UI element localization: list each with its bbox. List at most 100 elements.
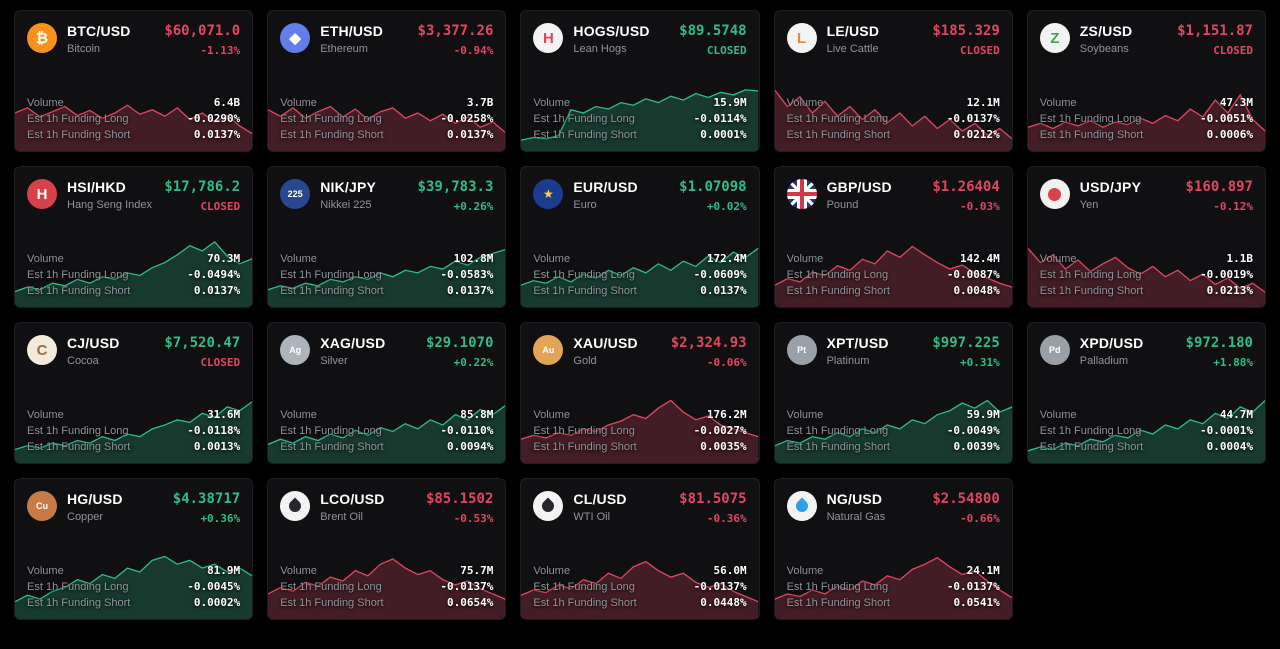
asset-names: CJ/USD Cocoa <box>67 335 154 367</box>
funding-long-label: Est 1h Funding Long <box>533 581 635 593</box>
funding-short-row: Est 1h Funding Short 0.0137% <box>533 283 746 299</box>
market-card-xpt-usd[interactable]: Pt XPT/USD Platinum $997.225 +0.31% Volu… <box>773 322 1013 464</box>
funding-long-label: Est 1h Funding Long <box>280 113 382 125</box>
volume-value: 15.9M <box>713 96 747 109</box>
funding-long-row: Est 1h Funding Long -0.0258% <box>280 111 493 127</box>
sparkline-chart <box>774 543 1012 619</box>
asset-names: GBP/USD Pound <box>827 179 923 211</box>
funding-long-row: Est 1h Funding Long -0.0494% <box>27 267 240 283</box>
funding-long-row: Est 1h Funding Long -0.0027% <box>533 423 746 439</box>
sparkline-chart <box>1027 231 1265 307</box>
funding-short-value: 0.0004% <box>1206 440 1253 453</box>
market-card-nik-jpy[interactable]: 225 NIK/JPY Nikkei 225 $39,783.3 +0.26% … <box>267 166 507 308</box>
pricing: $2,324.93 -0.06% <box>671 335 747 369</box>
market-card-hogs-usd[interactable]: H HOGS/USD Lean Hogs $89.5748 CLOSED Vol… <box>520 10 760 152</box>
funding-long-row: Est 1h Funding Long -0.0051% <box>1040 111 1253 127</box>
pricing: $160.897 -0.12% <box>1186 179 1253 213</box>
natural-gas-icon <box>786 491 817 521</box>
market-card-usd-jpy[interactable]: USD/JPY Yen $160.897 -0.12% Volume 1.1B … <box>1026 166 1266 308</box>
card-header: Pt XPT/USD Platinum $997.225 +0.31% <box>775 323 1012 369</box>
asset-names: NIK/JPY Nikkei 225 <box>320 179 407 211</box>
pair-symbol: HSI/HKD <box>67 179 126 195</box>
card-stats: Volume 3.7B Est 1h Funding Long -0.0258%… <box>280 95 493 143</box>
funding-long-value: -0.0118% <box>187 424 241 437</box>
market-card-cl-usd[interactable]: CL/USD WTI Oil $81.5075 -0.36% Volume 56… <box>520 478 760 620</box>
pair-change: CLOSED <box>200 200 241 213</box>
funding-short-label: Est 1h Funding Short <box>1039 285 1144 297</box>
funding-short-label: Est 1h Funding Short <box>786 597 890 609</box>
card-header: GBP/USD Pound $1.26404 -0.03% <box>775 167 1012 213</box>
funding-long-row: Est 1h Funding Long -0.0137% <box>787 111 1000 127</box>
asset-names: EUR/USD Euro <box>573 179 669 211</box>
market-card-zs-usd[interactable]: Z ZS/USD Soybeans $1,151.87 CLOSED Volum… <box>1026 10 1266 152</box>
card-stats: Volume 1.1B Est 1h Funding Long -0.0019%… <box>1040 251 1253 299</box>
card-header: ◆ ETH/USD Ethereum $3,377.26 -0.94% <box>268 11 505 57</box>
market-card-btc-usd[interactable]: ₿ BTC/USD Bitcoin $60,071.0 -1.13% Volum… <box>14 10 254 152</box>
market-card-hg-usd[interactable]: Cu HG/USD Copper $4.38717 +0.36% Volume … <box>14 478 254 620</box>
market-card-hsi-hkd[interactable]: H HSI/HKD Hang Seng Index $17,786.2 CLOS… <box>14 166 254 308</box>
pair-change: +0.31% <box>960 356 1000 369</box>
card-header: Ag XAG/USD Silver $29.1070 +0.22% <box>268 323 505 369</box>
eu-flag-icon <box>533 179 564 209</box>
funding-short-label: Est 1h Funding Short <box>27 285 131 297</box>
pair-change: +0.36% <box>200 512 241 525</box>
card-stats: Volume 12.1M Est 1h Funding Long -0.0137… <box>787 95 1000 143</box>
market-card-xpd-usd[interactable]: Pd XPD/USD Palladium $972.180 +1.88% Vol… <box>1026 322 1266 464</box>
pricing: $29.1070 +0.22% <box>426 335 493 369</box>
volume-row: Volume 44.7M <box>1040 407 1253 423</box>
funding-long-value: -0.0045% <box>187 580 241 593</box>
funding-short-label: Est 1h Funding Short <box>533 129 637 141</box>
volume-value: 142.4M <box>960 252 1000 265</box>
card-stats: Volume 81.9M Est 1h Funding Long -0.0045… <box>27 563 240 611</box>
card-header: 225 NIK/JPY Nikkei 225 $39,783.3 +0.26% <box>268 167 505 213</box>
pricing: $85.1502 -0.53% <box>426 491 493 525</box>
sparkline-chart <box>521 543 759 619</box>
pricing: $3,377.26 -0.94% <box>418 23 494 57</box>
market-card-lco-usd[interactable]: LCO/USD Brent Oil $85.1502 -0.53% Volume… <box>267 478 507 620</box>
volume-label: Volume <box>27 253 64 265</box>
funding-short-row: Est 1h Funding Short 0.0004% <box>1040 439 1253 455</box>
volume-value: 31.6M <box>207 408 241 421</box>
asset-name: Brent Oil <box>320 511 363 523</box>
pair-change: CLOSED <box>960 44 1000 57</box>
card-header: Z ZS/USD Soybeans $1,151.87 CLOSED <box>1028 11 1265 57</box>
funding-long-label: Est 1h Funding Long <box>280 269 382 281</box>
asset-name: Cocoa <box>67 355 99 367</box>
market-card-xau-usd[interactable]: Au XAU/USD Gold $2,324.93 -0.06% Volume … <box>520 322 760 464</box>
pricing: $60,071.0 -1.13% <box>164 23 240 57</box>
funding-short-value: 0.0094% <box>447 440 494 453</box>
market-card-xag-usd[interactable]: Ag XAG/USD Silver $29.1070 +0.22% Volume… <box>267 322 507 464</box>
asset-names: XAU/USD Gold <box>573 335 660 367</box>
funding-short-label: Est 1h Funding Short <box>280 441 384 453</box>
pair-price: $2.54800 <box>932 491 1000 507</box>
asset-name: Silver <box>320 355 348 367</box>
pair-change: -0.06% <box>706 356 747 369</box>
funding-short-value: 0.0137% <box>700 284 747 297</box>
funding-long-value: -0.0290% <box>187 112 241 125</box>
funding-short-value: 0.0002% <box>193 596 241 609</box>
card-stats: Volume 15.9M Est 1h Funding Long -0.0114… <box>533 95 746 143</box>
funding-short-value: 0.0039% <box>953 440 1000 453</box>
funding-short-value: 0.0654% <box>447 596 494 609</box>
funding-long-label: Est 1h Funding Long <box>533 425 635 437</box>
sparkline-chart <box>268 543 506 619</box>
funding-short-row: Est 1h Funding Short 0.0039% <box>787 439 1000 455</box>
pair-price: $2,324.93 <box>670 335 747 351</box>
pricing: $17,786.2 CLOSED <box>164 179 240 213</box>
funding-long-label: Est 1h Funding Long <box>786 113 889 125</box>
funding-short-row: Est 1h Funding Short 0.0006% <box>1040 127 1253 143</box>
pricing: $1,151.87 CLOSED <box>1177 23 1253 57</box>
ethereum-icon: ◆ <box>280 23 311 53</box>
pair-symbol: HG/USD <box>67 491 123 507</box>
market-card-cj-usd[interactable]: C CJ/USD Cocoa $7,520.47 CLOSED Volume 3… <box>14 322 254 464</box>
market-card-eth-usd[interactable]: ◆ ETH/USD Ethereum $3,377.26 -0.94% Volu… <box>267 10 507 152</box>
pricing: $997.225 +0.31% <box>932 335 999 369</box>
funding-long-row: Est 1h Funding Long -0.0137% <box>533 579 746 595</box>
funding-short-label: Est 1h Funding Short <box>280 597 384 609</box>
funding-long-value: -0.0114% <box>693 112 747 125</box>
market-card-eur-usd[interactable]: EUR/USD Euro $1.07098 +0.02% Volume 172.… <box>520 166 760 308</box>
market-card-gbp-usd[interactable]: GBP/USD Pound $1.26404 -0.03% Volume 142… <box>773 166 1013 308</box>
pair-price: $160.897 <box>1185 179 1253 195</box>
market-card-ng-usd[interactable]: NG/USD Natural Gas $2.54800 -0.66% Volum… <box>773 478 1013 620</box>
market-card-le-usd[interactable]: L LE/USD Live Cattle $185.329 CLOSED Vol… <box>773 10 1013 152</box>
